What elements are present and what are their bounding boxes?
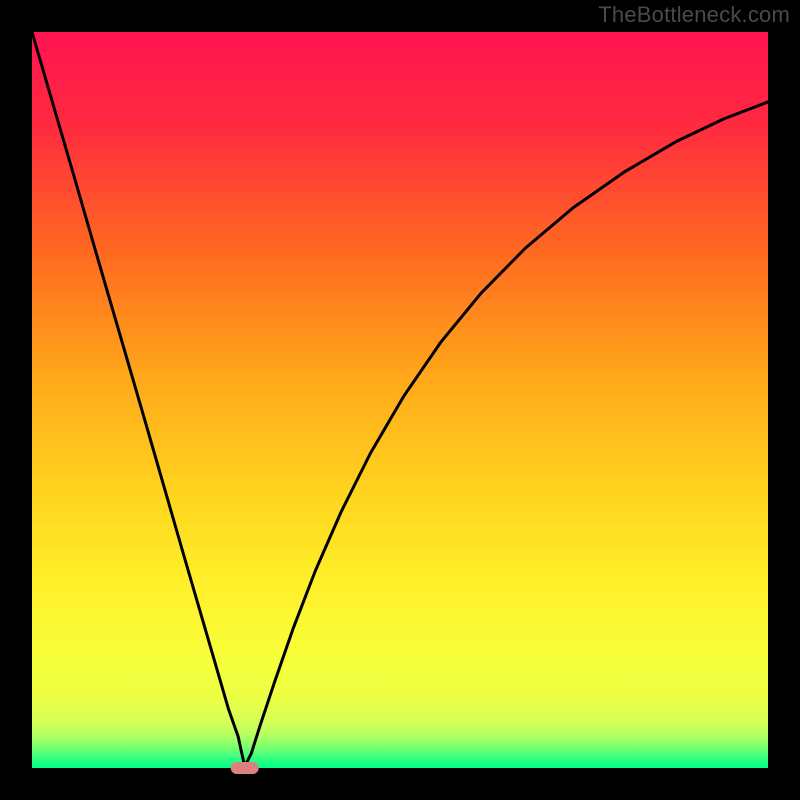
valley-marker	[231, 762, 259, 774]
chart-svg	[0, 0, 800, 800]
watermark-text: TheBottleneck.com	[598, 2, 790, 28]
chart-container: TheBottleneck.com	[0, 0, 800, 800]
